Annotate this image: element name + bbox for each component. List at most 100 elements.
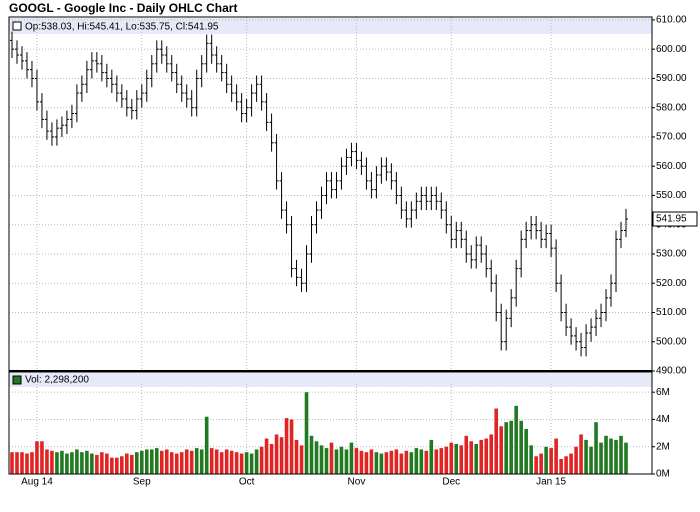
volume-bar [144,449,149,474]
volume-bar [299,445,304,474]
volume-bar [224,449,229,474]
volume-bar [534,456,538,474]
volume-label: Vol: 2,298,200 [25,375,89,386]
volume-bar [259,446,264,474]
volume-bar [599,442,603,474]
volume-bar [25,453,29,474]
x-tick-label: Dec [442,477,460,488]
volume-bar [469,441,474,474]
volume-bar [179,452,184,474]
volume-bar [544,446,548,474]
volume-bar [604,435,608,474]
y-tick-label: 0M [656,469,670,480]
volume-bar [394,449,399,474]
volume-bar [149,449,154,474]
volume-bar [139,450,144,474]
volume-bar [130,454,134,474]
volume-bar [229,450,234,474]
y-tick-label: 520.00 [656,278,687,289]
info-swatch [12,21,22,31]
volume-bar [514,405,518,474]
y-tick-label: 590.00 [656,73,687,84]
volume-bar [284,418,289,474]
volume-bar [269,444,274,474]
volume-bar [444,446,449,474]
volume-bar [624,442,628,474]
volume-bar [60,450,64,474]
volume-bar [204,416,209,474]
volume-bar [424,450,429,474]
volume-bar [70,452,74,474]
volume-bar [95,454,99,474]
volume-bar [594,422,598,474]
volume-bar [20,452,24,474]
y-tick-label: 610.00 [656,15,687,26]
volume-bar [434,449,439,474]
y-tick-label: 490.00 [656,366,687,377]
volume-bar [384,452,389,474]
volume-bar [115,457,119,474]
volume-bar [449,442,454,474]
y-tick-label: 560.00 [656,161,687,172]
volume-bar [164,449,169,474]
volume-bar [249,453,254,474]
y-tick-label: 6M [656,387,670,398]
volume-bar [45,449,49,474]
volume-bar [30,452,34,474]
x-tick-label: Oct [239,477,255,488]
volume-bar [314,441,319,474]
volume-bar [329,442,334,474]
volume-bar [474,444,479,474]
volume-bar [559,459,563,474]
volume-bar [519,420,523,474]
y-tick-label: 510.00 [656,307,687,318]
volume-bar [439,448,444,474]
volume-bar [494,408,499,474]
volume-bar [539,453,543,474]
info-band [9,18,652,34]
volume-bar [254,449,259,474]
volume-bar [504,422,508,474]
volume-bar [584,439,588,474]
volume-bar [55,452,59,474]
volume-bar [509,420,513,474]
volume-bar [219,452,224,474]
volume-bar [609,438,613,474]
volume-band [9,373,652,387]
volume-bar [50,450,54,474]
volume-bar [169,452,174,474]
volume-bar [574,446,578,474]
volume-bar [274,434,279,474]
volume-bar [75,449,79,474]
volume-bar [349,442,354,474]
volume-bar [344,449,349,474]
volume-bar [334,449,339,474]
volume-bar [209,448,214,474]
volume-bar [569,453,573,474]
volume-bar [234,452,239,474]
volume-bar [554,438,558,474]
volume-bar [159,450,164,474]
volume-bar [564,456,568,474]
chart-title: GOOGL - Google Inc - Daily OHLC Chart [9,1,237,15]
volume-bar [489,434,494,474]
volume-swatch [12,375,22,385]
volume-bar [359,450,364,474]
volume-bar [499,426,504,474]
volume-bar [10,452,14,474]
volume-bar [199,449,204,474]
volume-bar [619,435,623,474]
volume-bar [529,445,533,474]
volume-bar [194,448,199,474]
volume-bar [369,449,374,474]
volume-bar [65,453,69,474]
volume-bar [614,439,618,474]
y-tick-label: 600.00 [656,44,687,55]
y-tick-label: 500.00 [656,336,687,347]
volume-bar [90,453,94,474]
volume-bar [429,439,434,474]
y-tick-label: 2M [656,441,670,452]
volume-bar [549,448,553,474]
volume-bar [214,449,219,474]
